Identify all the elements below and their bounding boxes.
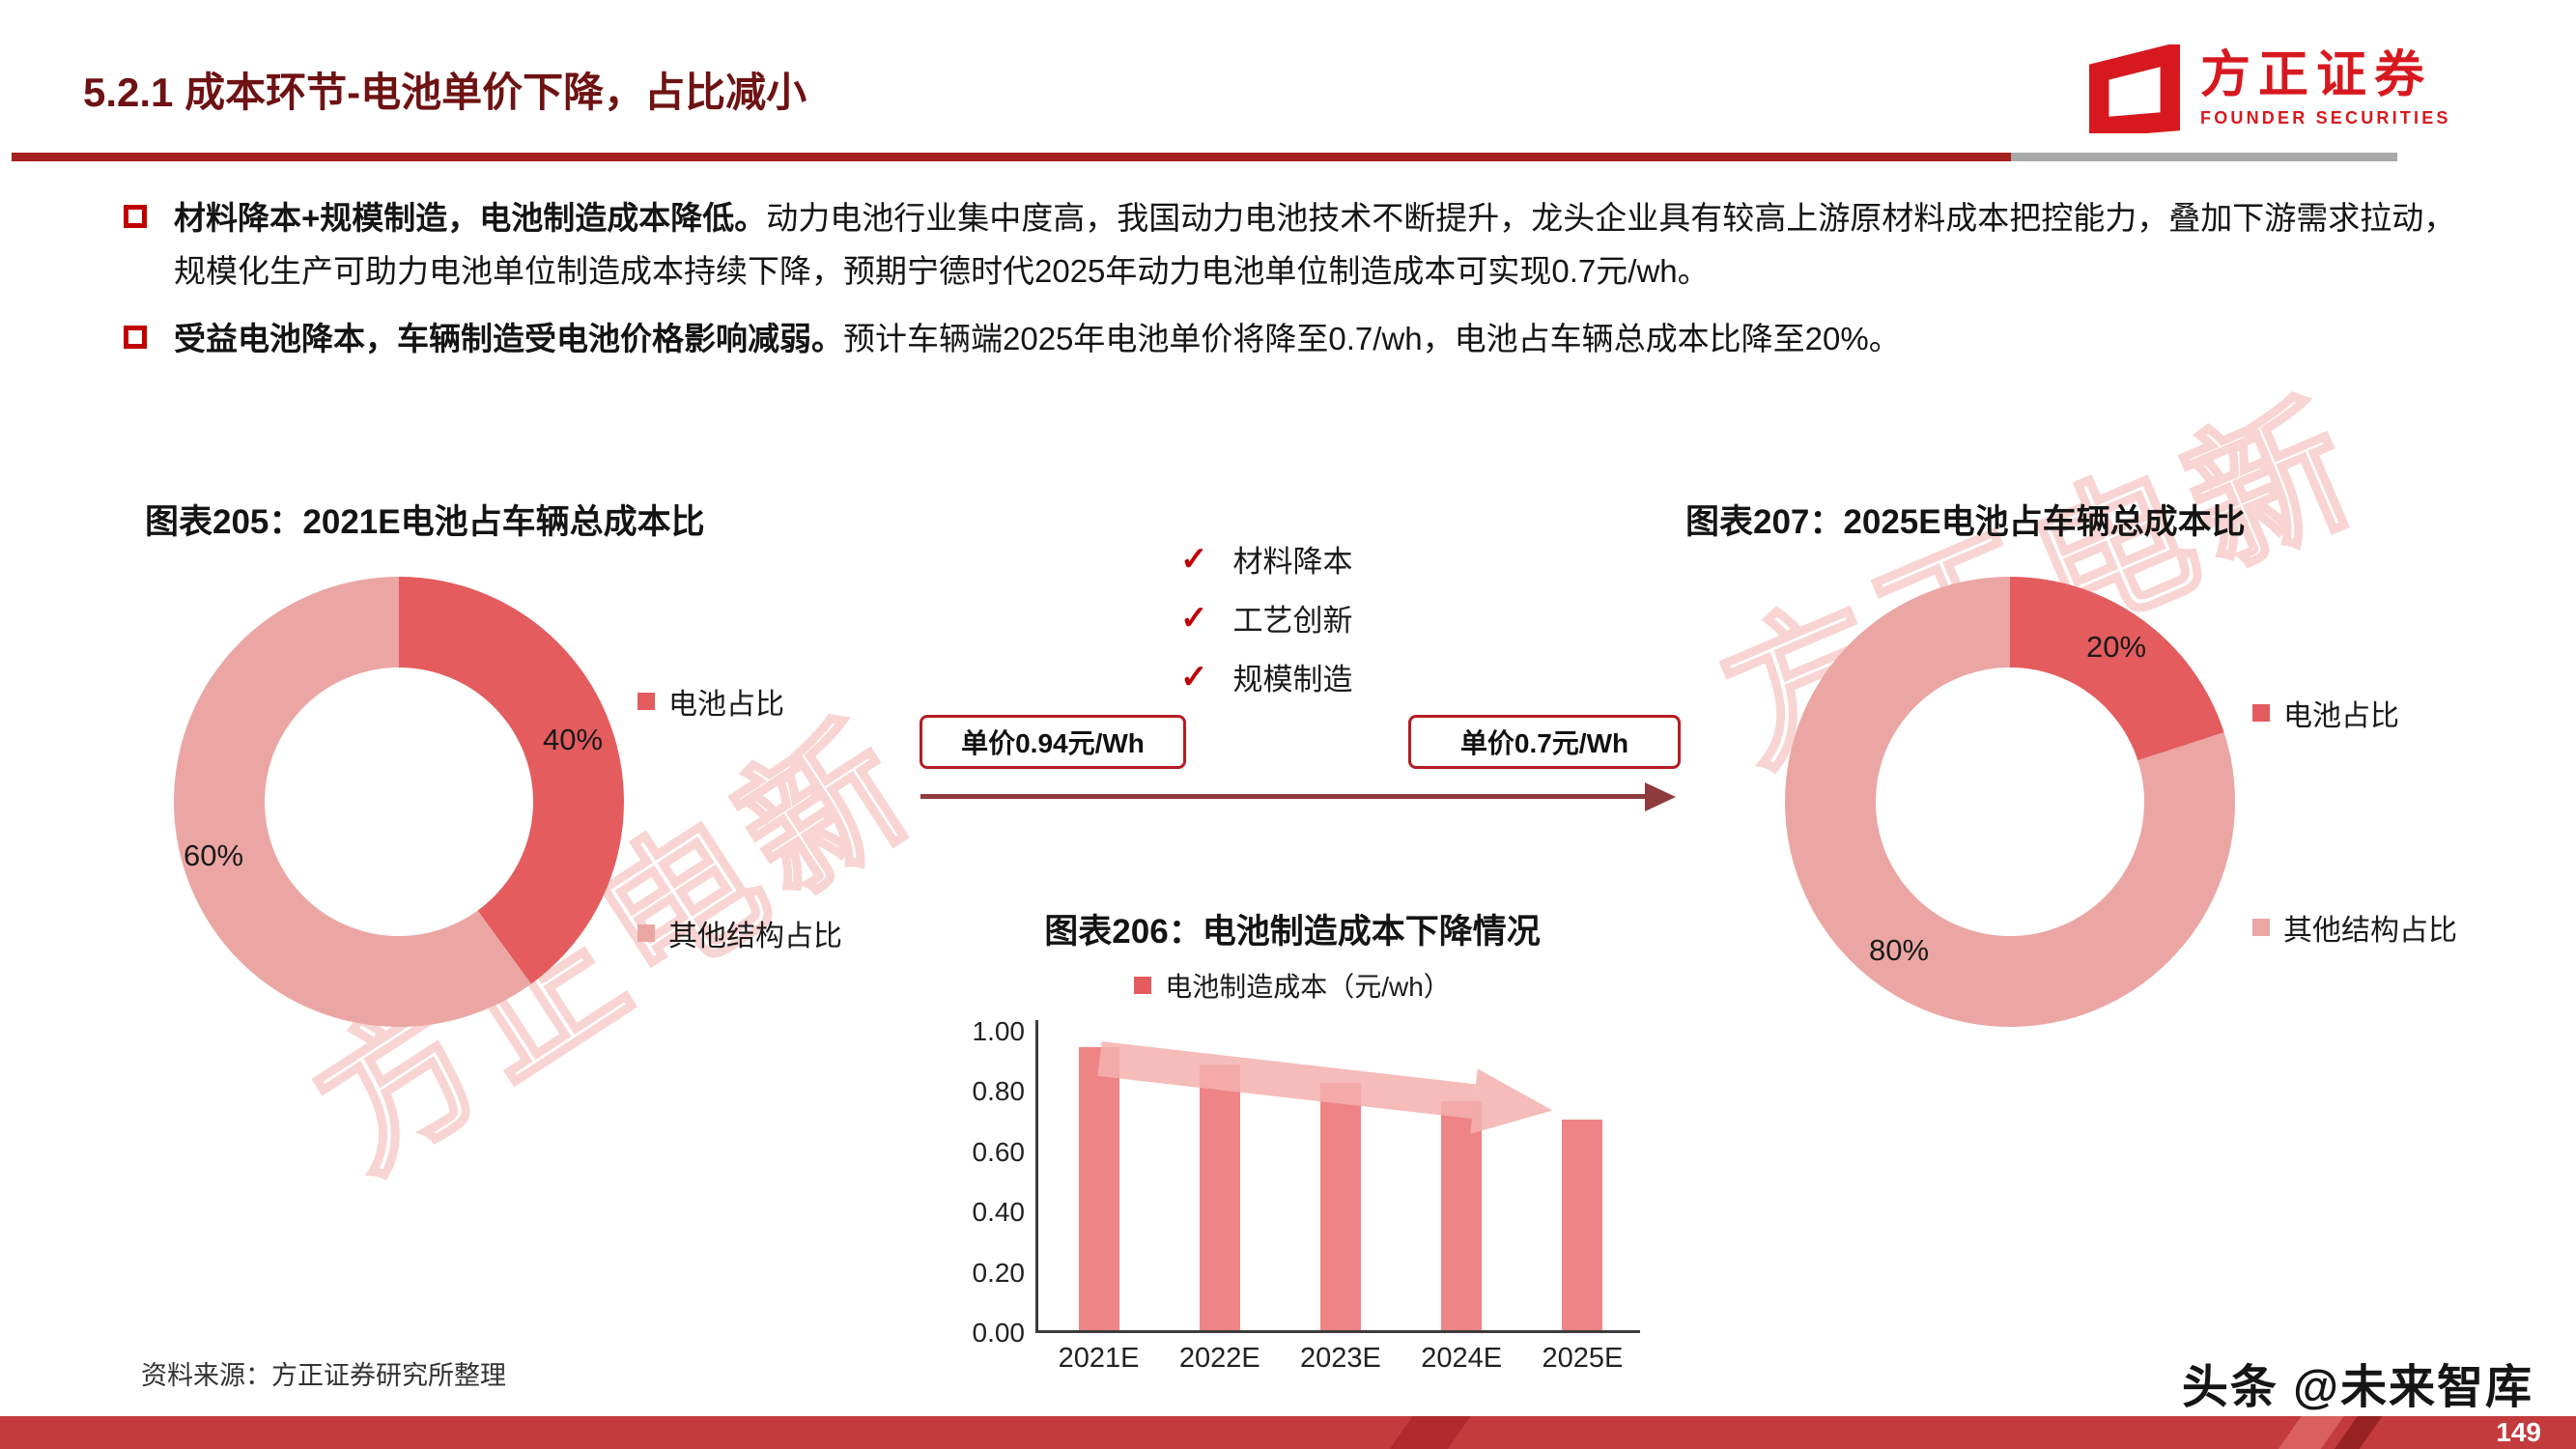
bar: [1562, 1119, 1603, 1330]
y-axis-label: 1.00: [972, 1016, 1026, 1046]
bullet-item: 受益电池降本，车辆制造受电池价格影响减弱。预计车辆端2025年电池单价将降至0.…: [124, 312, 2477, 365]
donut-hole: [265, 668, 533, 936]
bullet-text: 材料降本+规模制造，电池制造成本降低。动力电池行业集中度高，我国动力电池技术不断…: [174, 191, 2477, 298]
bullet-body: 预计车辆端2025年电池单价将降至0.7/wh，电池占车辆总成本比降至20%。: [843, 320, 1901, 356]
checklist-label: 规模制造: [1232, 663, 1353, 696]
logo-text: 方正证券 FOUNDER SECURITIES: [2200, 50, 2451, 128]
bullet-lead: 材料降本+规模制造，电池制造成本降低。: [174, 200, 767, 236]
legend-label: 电池制造成本（元/wh）: [1165, 972, 1451, 1002]
transition-arrow-line: [920, 794, 1647, 799]
legend-label: 其他结构占比: [2283, 915, 2457, 947]
donut-2021-battery-pct: 40%: [543, 723, 604, 756]
donut-hole: [1876, 668, 2144, 936]
y-axis-label: 0.00: [972, 1318, 1026, 1348]
legend-label: 其他结构占比: [668, 921, 842, 952]
toutiao-watermark: 头条 @未来智库: [2181, 1362, 2534, 1413]
square-bullet-icon: [124, 205, 147, 228]
logo-name-cn: 方正证券: [2200, 46, 2433, 103]
price-box-2025: 单价0.7元/Wh: [1408, 715, 1681, 769]
donut-2025-other-pct: 80%: [1869, 933, 1930, 967]
source-note: 资料来源：方正证券研究所整理: [141, 1361, 506, 1390]
checklist-label: 工艺创新: [1232, 604, 1353, 638]
square-bullet-icon: [124, 325, 147, 349]
x-axis-label: 2021E: [1058, 1343, 1140, 1374]
fig206-legend: 电池制造成本（元/wh）: [983, 966, 1601, 1005]
bullet-lead: 受益电池降本，车辆制造受电池价格影响减弱。: [174, 320, 843, 356]
y-axis-label: 0.20: [972, 1257, 1026, 1288]
x-axis-label: 2025E: [1542, 1343, 1624, 1374]
legend-swatch: [2252, 704, 2270, 722]
donut-chart-2025: [1785, 577, 2235, 1027]
x-axis-label: 2022E: [1178, 1343, 1260, 1374]
downtrend-arrow-head: [1470, 1068, 1557, 1144]
check-icon: ✓: [1180, 658, 1208, 696]
checklist-row: ✓ 材料降本: [1180, 537, 1353, 581]
legend-item-battery: 电池占比: [637, 680, 784, 723]
donut-2021-other-pct: 60%: [184, 838, 244, 872]
legend-item-other: 其他结构占比: [637, 912, 842, 954]
legend-swatch: [1134, 977, 1152, 994]
legend-swatch: [2252, 919, 2270, 936]
y-axis-label: 0.40: [972, 1197, 1026, 1228]
bar: [1320, 1083, 1361, 1330]
title-underline-red: [12, 153, 2011, 161]
fig205-title: 图表205：2021E电池占车辆总成本比: [145, 503, 705, 541]
checklist-label: 材料降本: [1232, 545, 1353, 579]
legend-label: 电池占比: [2283, 700, 2399, 732]
donut-2025-battery-pct: 20%: [2086, 630, 2147, 664]
page-number: 149: [2496, 1417, 2541, 1447]
logo-name-en: FOUNDER SECURITIES: [2200, 107, 2451, 128]
founder-securities-logo: 方正证券 FOUNDER SECURITIES: [2084, 42, 2451, 138]
bullet-item: 材料降本+规模制造，电池制造成本降低。动力电池行业集中度高，我国动力电池技术不断…: [124, 191, 2477, 298]
summary-bullets: 材料降本+规模制造，电池制造成本降低。动力电池行业集中度高，我国动力电池技术不断…: [124, 191, 2477, 379]
footer-bar: 149: [0, 1416, 2576, 1449]
price-box-2021: 单价0.94元/Wh: [920, 715, 1186, 769]
y-axis-label: 0.80: [972, 1076, 1026, 1107]
footer-stripe: [1384, 1416, 1475, 1449]
legend-swatch: [637, 924, 655, 942]
bar: [1441, 1100, 1483, 1330]
bullet-text: 受益电池降本，车辆制造受电池价格影响减弱。预计车辆端2025年电池单价将降至0.…: [174, 312, 1901, 365]
checklist-row: ✓ 规模制造: [1180, 655, 1353, 698]
legend-item-other: 其他结构占比: [2252, 906, 2457, 949]
legend-label: 电池占比: [668, 689, 784, 721]
check-icon: ✓: [1180, 540, 1208, 578]
check-icon: ✓: [1180, 599, 1208, 637]
page-title: 5.2.1 成本环节-电池单价下降，占比减小: [83, 70, 807, 115]
legend-item-battery: 电池占比: [2252, 692, 2399, 734]
donut-chart-2021: [174, 577, 624, 1027]
x-axis-label: 2024E: [1421, 1343, 1503, 1374]
title-underline-gray: [2011, 153, 2397, 161]
transition-arrow-head: [1645, 782, 1676, 811]
bar: [1078, 1046, 1119, 1330]
fig206-title: 图表206：电池制造成本下降情况: [1044, 913, 1541, 951]
x-axis-label: 2023E: [1300, 1343, 1381, 1374]
bullet-body: 动力电池行业集中度高，我国动力电池技术不断提升，龙头企业具有较高上游原材料成本把…: [174, 200, 2456, 290]
bar-chart-plot: 2021E 2022E 2023E 2024E 2025E 1.00 0.80 0.60 0.4…: [973, 1016, 1640, 1374]
checklist-row: ✓ 工艺创新: [1180, 596, 1353, 639]
founder-logo-icon: [2084, 42, 2185, 138]
bar: [1199, 1065, 1240, 1330]
fig207-title: 图表207：2025E电池占车辆总成本比: [1685, 503, 2246, 541]
y-axis-label: 0.60: [972, 1136, 1026, 1167]
legend-swatch: [637, 693, 655, 710]
